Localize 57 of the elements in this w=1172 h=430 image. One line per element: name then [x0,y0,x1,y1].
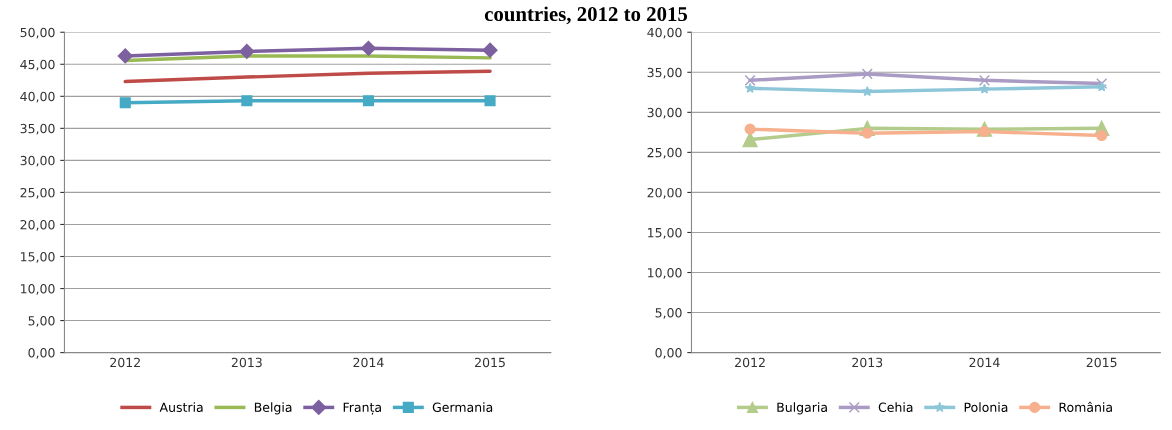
y-tick-label: 35,00 [20,123,55,135]
point [484,95,496,107]
chart-title: countries, 2012 to 2015 [484,6,688,25]
y-tick-label: 25,00 [647,147,682,159]
y-tick-label: 45,00 [20,59,55,71]
y-tick-label: 5,00 [28,316,55,327]
y-tick-label: 15,00 [648,227,682,239]
point [861,85,873,97]
legend-label: Cehia [878,402,913,412]
y-tick-label: 0,00 [28,348,55,359]
legend-label: Belgia [254,402,292,415]
y-tick-label: 10,00 [21,284,55,295]
x-tick-label: 2012 [735,357,765,368]
legend-label: Franța [343,402,381,415]
point [1096,77,1108,90]
point [744,74,756,86]
point [239,43,255,60]
legend-label: Polonia [964,402,1008,412]
point [360,40,377,56]
point [978,74,991,86]
point [978,126,991,138]
y-tick-label: 5,00 [655,308,682,319]
point [482,42,498,58]
y-tick-label: 30,00 [20,155,55,167]
point [1096,130,1108,142]
x-tick-label: 2014 [353,357,384,368]
point [979,83,990,94]
x-tick-label: 2012 [110,357,140,368]
line-series [123,69,492,84]
point [744,82,756,93]
x-tick-label: 2015 [475,357,505,368]
y-tick-label: 20,00 [20,219,55,231]
y-tick-label: 0,00 [655,348,682,359]
y-tick-label: 30,00 [647,107,682,119]
legend-label: Germania [432,402,493,412]
point [744,123,756,135]
x-tick-label: 2013 [231,357,262,368]
point [861,68,873,80]
y-tick-label: 50,00 [20,27,55,39]
y-tick-label: 20,00 [647,187,682,199]
x-tick-label: 2014 [969,357,1000,368]
legend-label: Bulgaria [777,402,827,415]
legend-label: Austria [159,402,203,412]
y-tick-label: 40,00 [20,91,55,103]
point [119,97,131,109]
point [117,48,133,64]
x-tick-label: 2013 [852,357,883,368]
point [1096,81,1107,92]
legend-label: România [1059,401,1112,412]
y-tick-label: 25,00 [20,187,55,199]
y-tick-label: 15,00 [21,251,55,263]
point [241,95,253,107]
y-tick-label: 10,00 [648,267,682,279]
x-tick-label: 2015 [1086,357,1117,368]
y-tick-label: 40,00 [647,27,682,39]
point [362,95,375,107]
y-tick-label: 35,00 [647,67,682,79]
